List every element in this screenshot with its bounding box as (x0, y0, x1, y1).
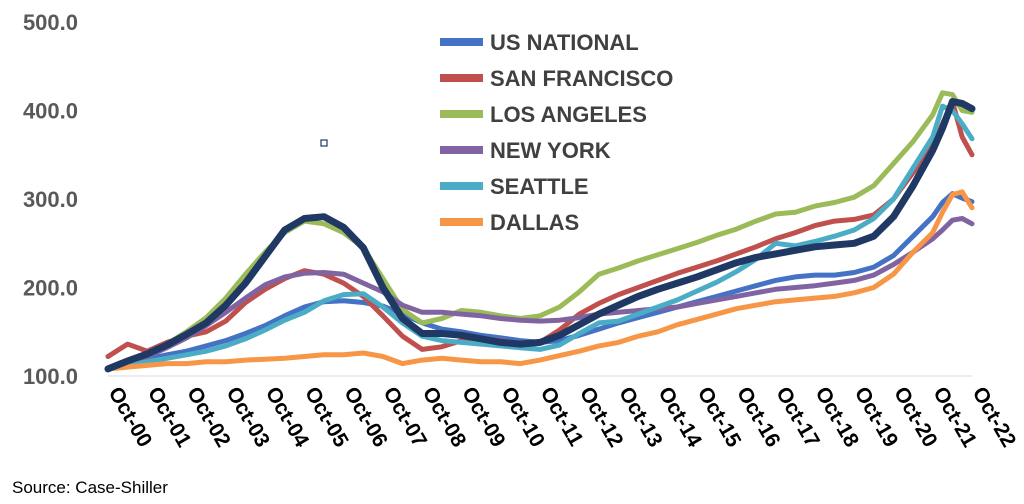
y-axis-ticks: 100.0 200.0 300.0 400.0 500.0 (23, 10, 78, 389)
legend: US NATIONAL SAN FRANCISCO LOS ANGELES NEW Y… (440, 30, 673, 235)
y-tick-label: 100.0 (23, 364, 78, 389)
legend-label-us-national: US NATIONAL (490, 30, 639, 55)
marker-square (320, 139, 328, 147)
series-lines (104, 90, 976, 373)
legend-label-los-angeles: LOS ANGELES (490, 102, 647, 127)
series-line-us-national (105, 191, 975, 372)
series-line-seattle (105, 103, 975, 372)
y-tick-label: 500.0 (23, 10, 78, 35)
source-note: Source: Case-Shiller (12, 478, 168, 497)
y-tick-label: 300.0 (23, 187, 78, 212)
series-line-new-york (105, 216, 975, 372)
x-axis-ticks: Oct-00Oct-01Oct-02Oct-03Oct-04Oct-05Oct-… (104, 383, 1021, 451)
legend-label-new-york: NEW YORK (490, 138, 611, 163)
legend-label-san-francisco: SAN FRANCISCO (490, 66, 673, 91)
legend-label-seattle: SEATTLE (490, 174, 589, 199)
series-line-san-francisco (105, 99, 975, 359)
y-tick-label: 400.0 (23, 99, 78, 124)
y-tick-label: 200.0 (23, 276, 78, 301)
series-line-unlabeled (104, 98, 976, 373)
legend-label-dallas: DALLAS (490, 210, 579, 235)
series-line-dallas (105, 189, 975, 372)
